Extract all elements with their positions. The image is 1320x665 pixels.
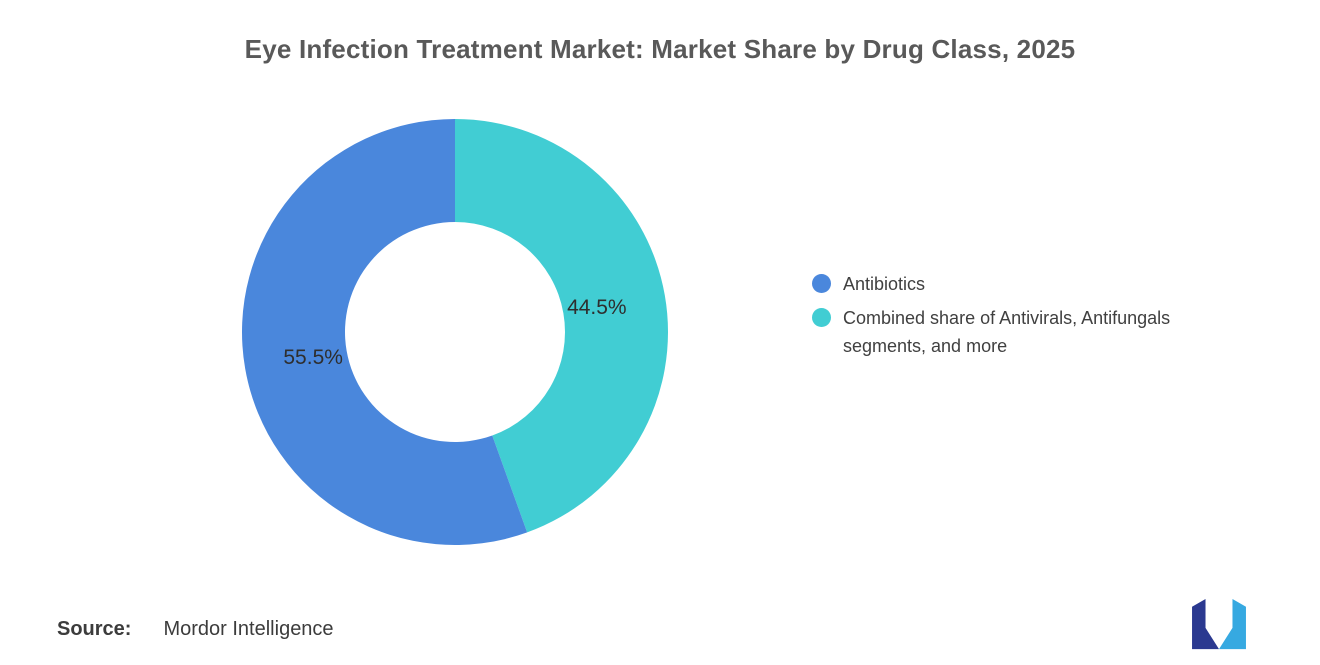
legend-item-combined-share: Combined share of Antivirals, Antifungal…	[812, 304, 1272, 360]
source-value: Mordor Intelligence	[163, 618, 334, 640]
chart-title: Eye Infection Treatment Market: Market S…	[244, 34, 1076, 64]
legend-label-antibiotics: Antibiotics	[843, 274, 926, 294]
mordor-logo-mark	[1192, 599, 1246, 650]
source-label: Source:	[57, 618, 132, 640]
chart-legend: Antibiotics Combined share of Antivirals…	[812, 270, 1272, 366]
segment-value-label: 55.5%	[283, 346, 343, 369]
donut-chart-svg: 44.5% 55.5%	[242, 119, 669, 545]
logo-right-ribbon	[1219, 599, 1246, 650]
source-line: Source: Mordor Intelligence	[57, 618, 334, 641]
donut-segment	[455, 119, 669, 533]
logo-left-ribbon	[1192, 599, 1219, 650]
legend-swatch-combined-share	[812, 308, 831, 327]
legend-label-combined-share: Combined share of Antivirals, Antifungal…	[843, 308, 1171, 356]
legend-swatch-antibiotics	[812, 274, 831, 293]
legend-item-antibiotics: Antibiotics	[812, 270, 1272, 298]
donut-chart: 44.5% 55.5%	[225, 102, 685, 562]
mordor-intelligence-logo	[1190, 599, 1248, 651]
segment-value-label: 44.5%	[567, 296, 627, 319]
donut-segment	[242, 119, 528, 545]
